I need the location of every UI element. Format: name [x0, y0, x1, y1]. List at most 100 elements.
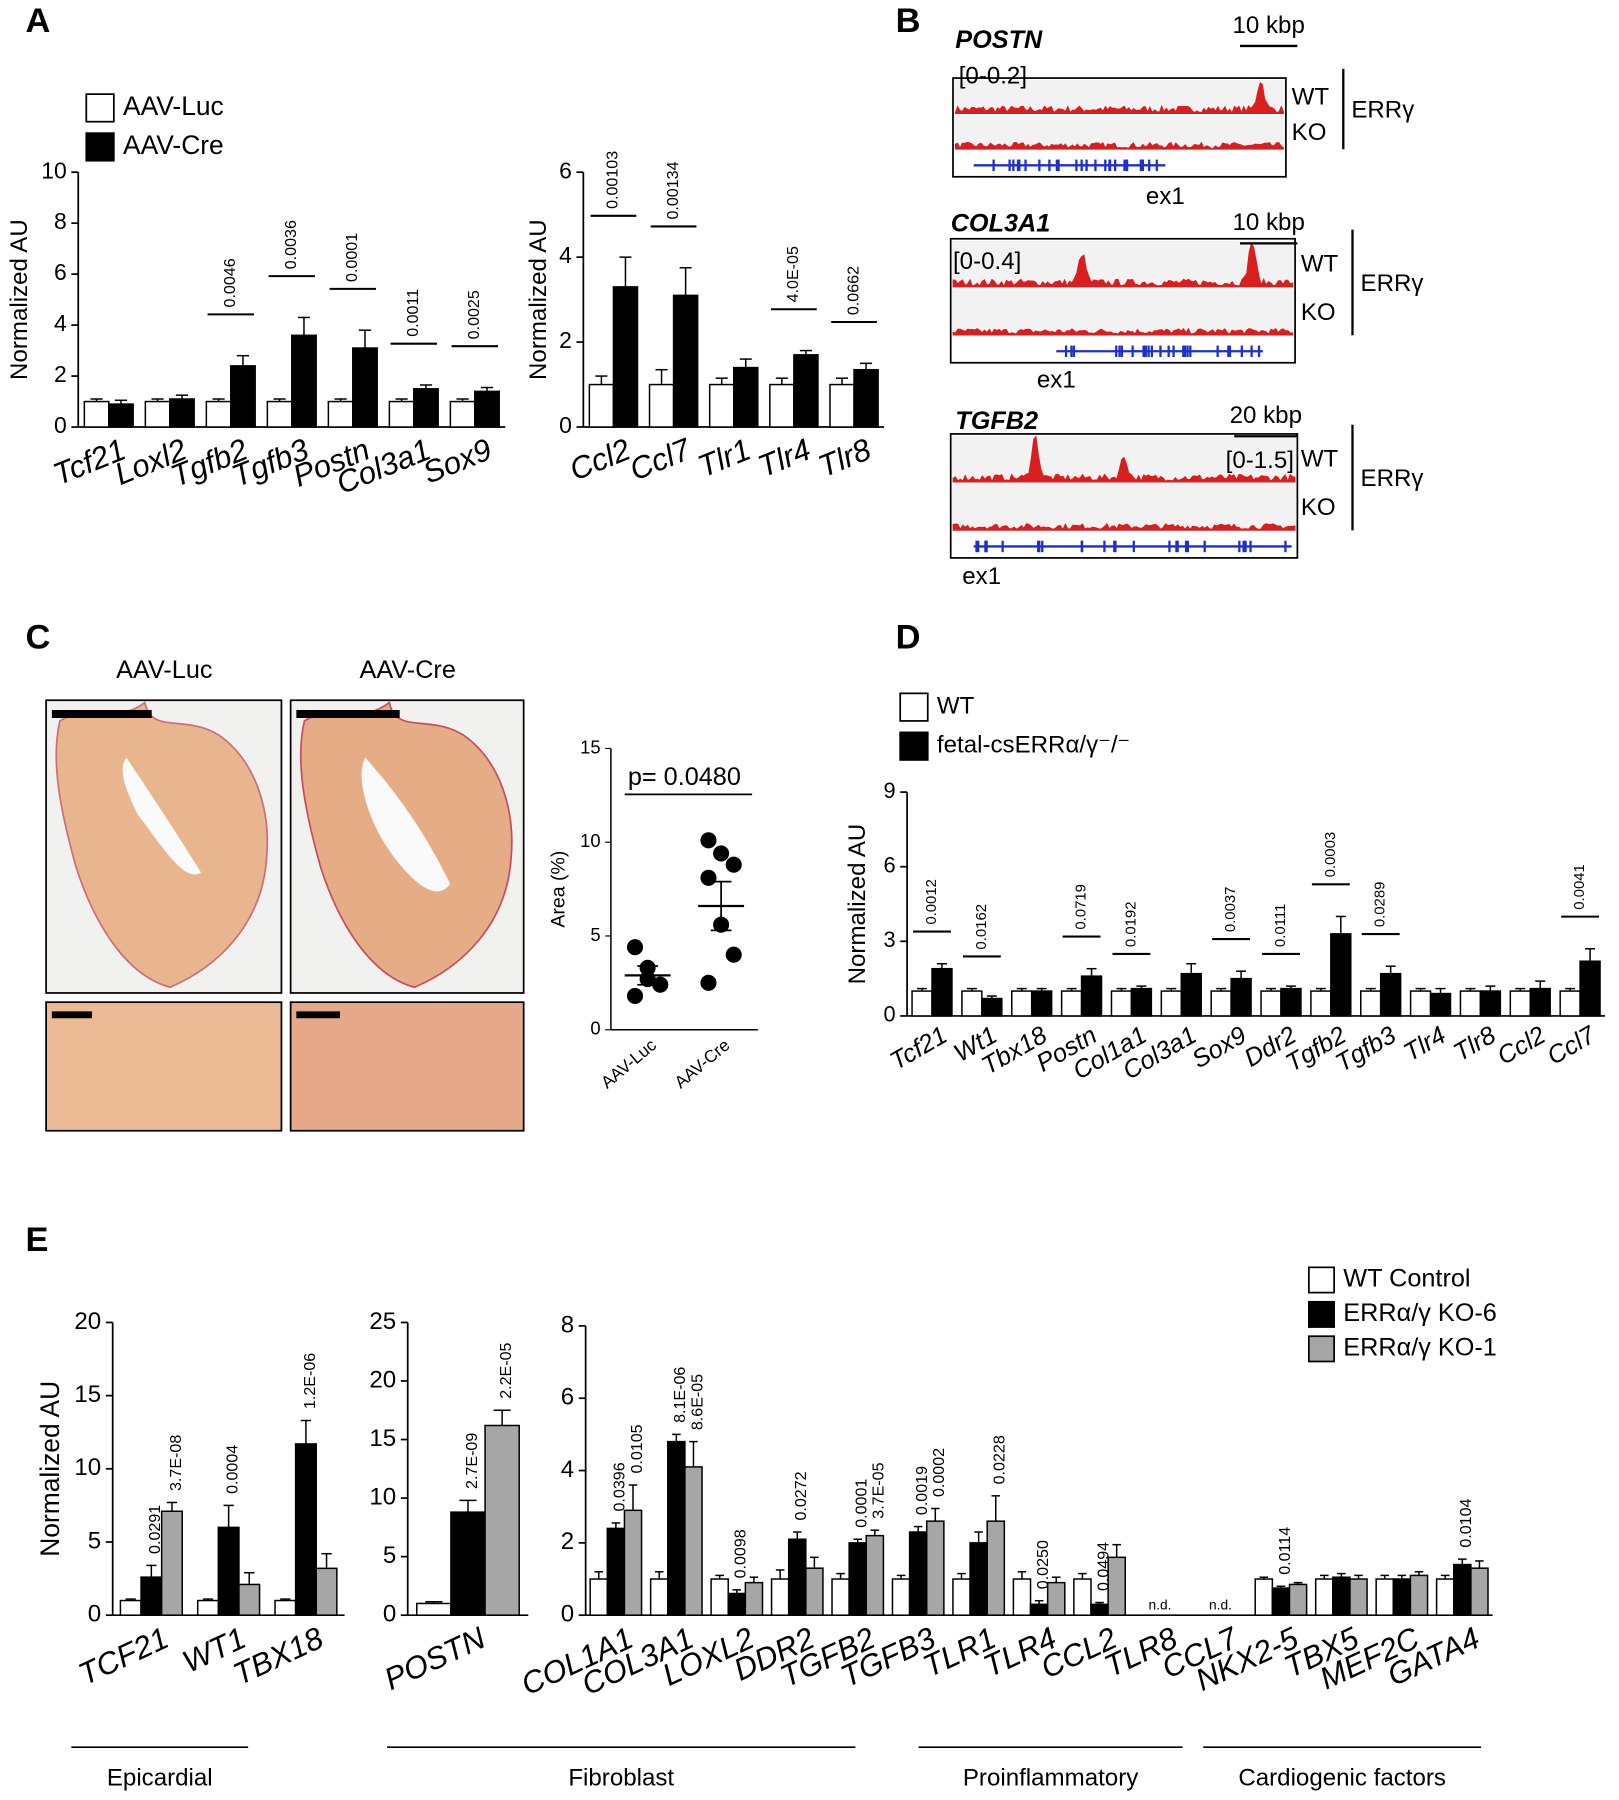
range-label: [0-0.2]: [959, 62, 1027, 89]
group-label: Proinflammatory: [963, 1765, 1138, 1792]
signal-track: [952, 523, 1296, 531]
group-label: Cardiogenic factors: [1238, 1765, 1446, 1792]
bar: [1470, 1567, 1489, 1616]
y-tick-label: 6: [561, 1384, 574, 1411]
bar: [606, 1527, 626, 1616]
legend-label: WT Control: [1343, 1265, 1470, 1293]
x-tick-label: TCF21: [73, 1620, 174, 1692]
bar: [853, 368, 879, 428]
p-value: 0.0001: [853, 1479, 871, 1528]
y-tick-label: 6: [54, 259, 67, 285]
p-value: 0.0003: [1322, 832, 1339, 878]
bar: [648, 383, 675, 428]
panel-letter: D: [896, 619, 921, 657]
p-value: 0.0098: [732, 1529, 750, 1578]
factor-label: ERRγ: [1361, 465, 1424, 492]
bar: [787, 1538, 807, 1616]
y-tick-label: 6: [883, 852, 895, 877]
p-annotation: p= 0.0480: [628, 763, 741, 791]
y-tick-label: 10: [369, 1483, 396, 1510]
bar: [1559, 990, 1581, 1017]
bar: [474, 390, 500, 428]
data-point: [626, 987, 644, 1005]
bar: [710, 1578, 729, 1616]
bar: [981, 997, 1003, 1017]
bar: [911, 990, 933, 1017]
y-tick-label: 15: [369, 1425, 396, 1452]
bar: [1288, 1583, 1308, 1616]
bar: [969, 1542, 988, 1616]
p-value: 0.00103: [604, 151, 622, 209]
bar: [327, 400, 354, 428]
bar: [294, 1443, 317, 1616]
y-tick-label: 2: [561, 1528, 574, 1555]
p-value: 4.0E-05: [784, 246, 802, 302]
track-label: KO: [1301, 299, 1336, 326]
gene-label: POSTN: [955, 26, 1043, 54]
legend-swatch: [85, 132, 115, 162]
track-label: WT: [1301, 251, 1339, 278]
bar: [986, 1520, 1006, 1616]
legend-label: ERRα/γ KO-1: [1343, 1334, 1497, 1362]
x-tick-label: Ccl7: [1542, 1021, 1601, 1071]
p-value: 0.0001: [343, 233, 361, 282]
range-label: [0-1.5]: [1226, 447, 1294, 474]
y-tick-label: 20: [369, 1366, 396, 1393]
bar: [144, 400, 171, 428]
bar: [1360, 990, 1382, 1017]
track-bg: [954, 115, 1285, 150]
track-bg: [954, 80, 1285, 114]
panel-letter: A: [25, 2, 50, 40]
bar: [925, 1520, 945, 1616]
x-tick-label: Sox9: [418, 432, 497, 491]
bar: [1130, 987, 1153, 1017]
bar: [1429, 992, 1452, 1017]
legend-swatch: [899, 731, 929, 761]
bar: [1349, 1578, 1368, 1616]
p-value: 0.0037: [1222, 887, 1239, 933]
x-tick-label: AAV-Luc: [597, 1034, 660, 1092]
data-point: [700, 832, 717, 849]
bar: [805, 1567, 824, 1616]
bar: [140, 1576, 163, 1616]
y-tick-label: 20: [74, 1308, 101, 1335]
bar: [732, 366, 759, 428]
y-tick-label: 15: [580, 736, 600, 757]
bar: [238, 1583, 261, 1616]
legend-label: WT: [937, 693, 975, 720]
p-value: 0.0228: [991, 1435, 1009, 1484]
legend-swatch: [1308, 1300, 1335, 1328]
y-tick-label: 0: [54, 412, 67, 438]
p-value: 0.0012: [923, 879, 940, 925]
p-value: 8.1E-06: [671, 1367, 689, 1423]
p-value: 0.0105: [628, 1424, 646, 1473]
legend-label: AAV-Cre: [123, 130, 224, 160]
bar: [1392, 1578, 1412, 1616]
p-value: 0.0046: [221, 258, 239, 307]
bar: [891, 1578, 911, 1616]
y-tick-label: 9: [883, 778, 895, 803]
bar: [908, 1531, 928, 1616]
bar: [108, 403, 134, 428]
ventricle: [122, 757, 202, 875]
y-tick-label: 8: [54, 208, 67, 234]
y-tick-label: 4: [561, 1456, 574, 1483]
p-value: 0.0019: [913, 1466, 931, 1515]
bar: [1107, 1556, 1126, 1616]
scale-label: 10 kbp: [1233, 12, 1305, 39]
bar: [1012, 1578, 1032, 1616]
bar: [829, 383, 855, 428]
legend-label: fetal-csERRα/γ⁻/⁻: [937, 732, 1130, 759]
bar: [1090, 1603, 1109, 1616]
data-point: [652, 976, 669, 993]
y-tick-label: 3: [883, 927, 895, 952]
p-value: 2.7E-09: [463, 1433, 481, 1489]
exon-label: ex1: [962, 563, 1001, 590]
y-tick-label: 10: [580, 830, 600, 851]
ventricle: [361, 757, 451, 892]
data-point: [725, 946, 742, 963]
bar: [770, 1578, 790, 1616]
p-value: 0.0250: [1034, 1540, 1052, 1589]
data-point: [626, 939, 644, 956]
